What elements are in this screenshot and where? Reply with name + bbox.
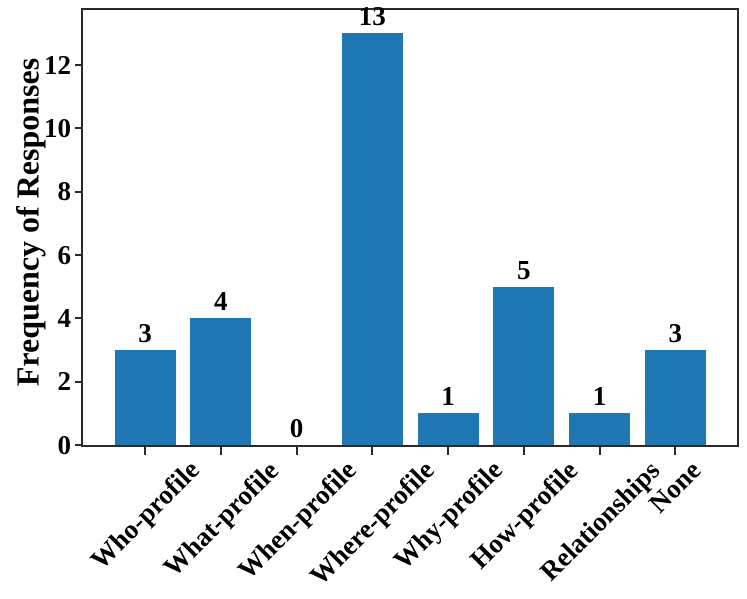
- bar-why-profile: [417, 413, 479, 445]
- y-tick-mark: [75, 190, 83, 193]
- y-tick-label: 2: [57, 366, 72, 397]
- bar-relationships: [569, 413, 630, 445]
- y-tick-label: 10: [44, 112, 71, 143]
- bar-how-profile: [493, 286, 555, 445]
- y-tick-label: 0: [57, 429, 72, 460]
- bar-value-label: 3: [138, 318, 152, 349]
- bar-value-label: 3: [668, 318, 683, 349]
- y-tick-label: 6: [57, 239, 72, 270]
- x-tick-mark: [219, 447, 222, 455]
- y-tick-mark: [75, 380, 83, 383]
- x-tick-mark: [674, 447, 677, 455]
- x-tick-mark: [598, 447, 601, 455]
- bar-who-profile: [114, 350, 176, 445]
- bar-value-label: 4: [214, 286, 228, 317]
- x-tick-mark: [295, 447, 298, 455]
- y-tick-mark: [75, 444, 83, 446]
- y-tick-mark: [75, 317, 83, 320]
- plot-area: [81, 8, 739, 447]
- bar-value-label: 1: [592, 381, 607, 412]
- x-tick-mark: [144, 447, 146, 455]
- y-tick-mark: [75, 127, 83, 130]
- bar-value-label: 0: [289, 413, 304, 443]
- bar-none: [644, 350, 706, 445]
- bar-value-label: 13: [358, 1, 386, 32]
- bar-where-profile: [341, 33, 403, 445]
- bar-what-profile: [190, 318, 252, 445]
- y-axis-title: Frequency of Responses: [9, 57, 46, 387]
- y-tick-label: 8: [57, 176, 72, 207]
- x-tick-mark: [447, 447, 449, 455]
- y-tick-label: 12: [44, 49, 71, 80]
- x-tick-mark: [371, 447, 374, 455]
- y-tick-label: 4: [57, 302, 72, 333]
- y-tick-mark: [75, 254, 83, 257]
- y-tick-mark: [75, 64, 83, 67]
- x-tick-mark: [522, 447, 525, 455]
- bar-value-label: 1: [441, 381, 455, 412]
- bar-value-label: 5: [517, 254, 531, 285]
